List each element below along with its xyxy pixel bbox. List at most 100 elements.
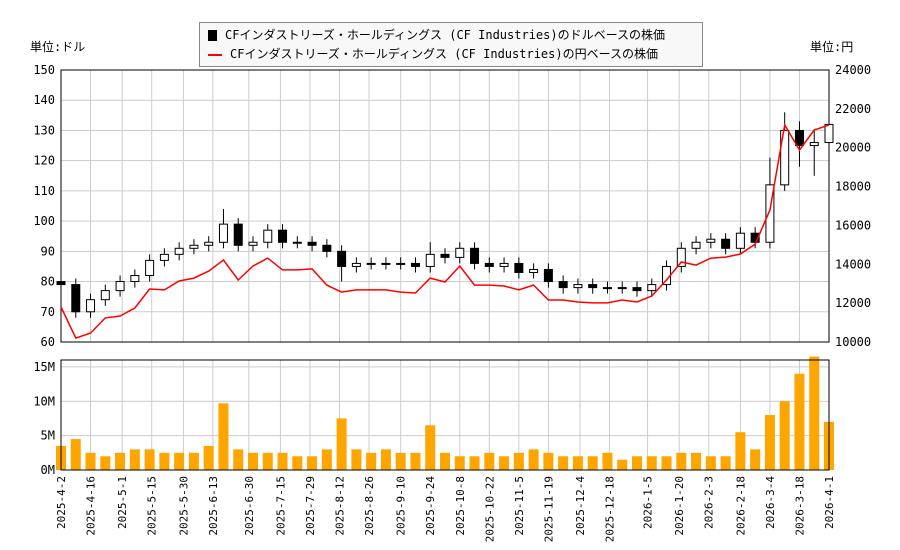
y-tick-right: 20000	[835, 141, 871, 155]
candle-body	[159, 253, 169, 261]
volume-bar	[454, 456, 465, 470]
x-tick-label: 2026-2-18	[734, 476, 747, 536]
legend-label-usd: CFインダストリーズ・ホールディングス (CF Industries)のドルベー…	[225, 28, 666, 42]
x-tick-label: 2025-10-8	[454, 476, 467, 536]
y-tick-left: 100	[33, 214, 55, 228]
x-tick-label: 2025-11-19	[542, 476, 555, 542]
price-plot-frame	[60, 69, 830, 343]
y-tick-right: 10000	[835, 335, 871, 349]
candle-body	[130, 275, 140, 283]
volume-bar	[321, 449, 332, 470]
y-tick-left: 150	[33, 63, 55, 77]
volume-bar	[779, 401, 790, 470]
volume-bar	[528, 449, 539, 470]
volume-bar	[735, 432, 746, 470]
volume-bar	[218, 403, 229, 470]
candle-body	[455, 247, 465, 258]
x-tick-label: 2025-8-12	[334, 476, 347, 536]
volume-bar	[513, 452, 524, 470]
candle-body	[100, 290, 110, 301]
volume-bar	[144, 449, 155, 470]
volume-bar	[307, 456, 318, 470]
volume-bar	[720, 456, 731, 470]
y-tick-right: 22000	[835, 102, 871, 116]
x-tick-label: 2025-5-15	[146, 476, 159, 536]
candle-body	[514, 262, 524, 273]
candle-body	[499, 262, 509, 267]
candle-body	[56, 281, 66, 286]
x-tick-label: 2026-1-20	[673, 476, 686, 536]
volume-bar	[70, 439, 81, 470]
y-tick-right: 18000	[835, 180, 871, 194]
legend-label-jpy: CFインダストリーズ・ホールディングス (CF Industries)の円ベース…	[230, 47, 659, 61]
volume-plot-frame	[60, 359, 830, 471]
volume-bar	[425, 425, 436, 470]
candle-body	[396, 262, 406, 265]
legend-item-usd: CFインダストリーズ・ホールディングス (CF Industries)のドルベー…	[208, 26, 665, 44]
candle-body	[470, 247, 480, 264]
left-unit-label: 単位:ドル	[30, 40, 86, 54]
volume-bar	[794, 373, 805, 470]
volume-bar	[705, 456, 716, 470]
candle-body	[174, 247, 184, 255]
y-tick-right: 14000	[835, 257, 871, 271]
volume-y-tick: 0M	[41, 463, 55, 477]
volume-bar	[602, 452, 613, 470]
yen-price-line	[60, 122, 830, 340]
legend: CFインダストリーズ・ホールディングス (CF Industries)のドルベー…	[199, 22, 703, 67]
x-tick-label: 2025-6-30	[243, 476, 256, 536]
y-tick-left: 110	[33, 184, 55, 198]
volume-plot-area	[60, 359, 830, 471]
x-tick-label: 2025-12-18	[604, 476, 617, 542]
volume-bar	[159, 452, 170, 470]
x-tick-label: 2025-4-16	[85, 476, 98, 536]
candle-body	[248, 241, 258, 246]
right-unit-label: 単位:円	[810, 40, 854, 54]
candle-body	[588, 284, 598, 289]
volume-bar	[484, 452, 495, 470]
legend-swatch-jpy	[208, 53, 222, 56]
volume-y-tick: 15M	[33, 360, 55, 374]
candle-body	[366, 262, 376, 265]
volume-bar	[543, 452, 554, 470]
volume-bar	[277, 452, 288, 470]
volume-bar	[617, 459, 628, 470]
volume-bar	[233, 449, 244, 470]
candle-body	[573, 284, 583, 289]
y-tick-right: 16000	[835, 218, 871, 232]
y-tick-right: 24000	[835, 63, 871, 77]
candle-body	[529, 268, 539, 273]
volume-bar	[336, 418, 347, 470]
x-tick-label: 2025-8-26	[363, 476, 376, 536]
volume-bar	[440, 452, 450, 470]
candle-body	[233, 223, 243, 246]
candle-body	[410, 262, 420, 267]
volume-bar	[661, 456, 672, 470]
volume-bar	[115, 452, 126, 470]
volume-bar	[676, 452, 687, 470]
candle-body	[71, 284, 81, 313]
volume-bar	[499, 456, 510, 470]
volume-bar	[366, 452, 377, 470]
y-tick-left: 90	[41, 244, 55, 258]
candle-body	[824, 123, 834, 144]
y-tick-left: 70	[41, 305, 55, 319]
volume-bar	[262, 452, 273, 470]
candle-body	[750, 232, 760, 243]
candle-body	[292, 241, 302, 244]
y-tick-right: 12000	[835, 296, 871, 310]
x-tick-label: 2025-10-22	[483, 476, 496, 542]
candle-body	[735, 232, 745, 249]
candle-body	[809, 142, 819, 147]
legend-item-jpy: CFインダストリーズ・ホールディングス (CF Industries)の円ベース…	[208, 45, 658, 63]
x-tick-label: 2025-11-5	[513, 476, 526, 536]
candle-body	[115, 281, 125, 292]
candle-body	[780, 129, 790, 186]
y-tick-left: 120	[33, 154, 55, 168]
x-tick-label: 2026-1-5	[642, 476, 655, 529]
volume-bar	[750, 449, 761, 470]
y-tick-left: 60	[41, 335, 55, 349]
volume-bar	[809, 356, 820, 470]
y-tick-left: 80	[41, 275, 55, 289]
